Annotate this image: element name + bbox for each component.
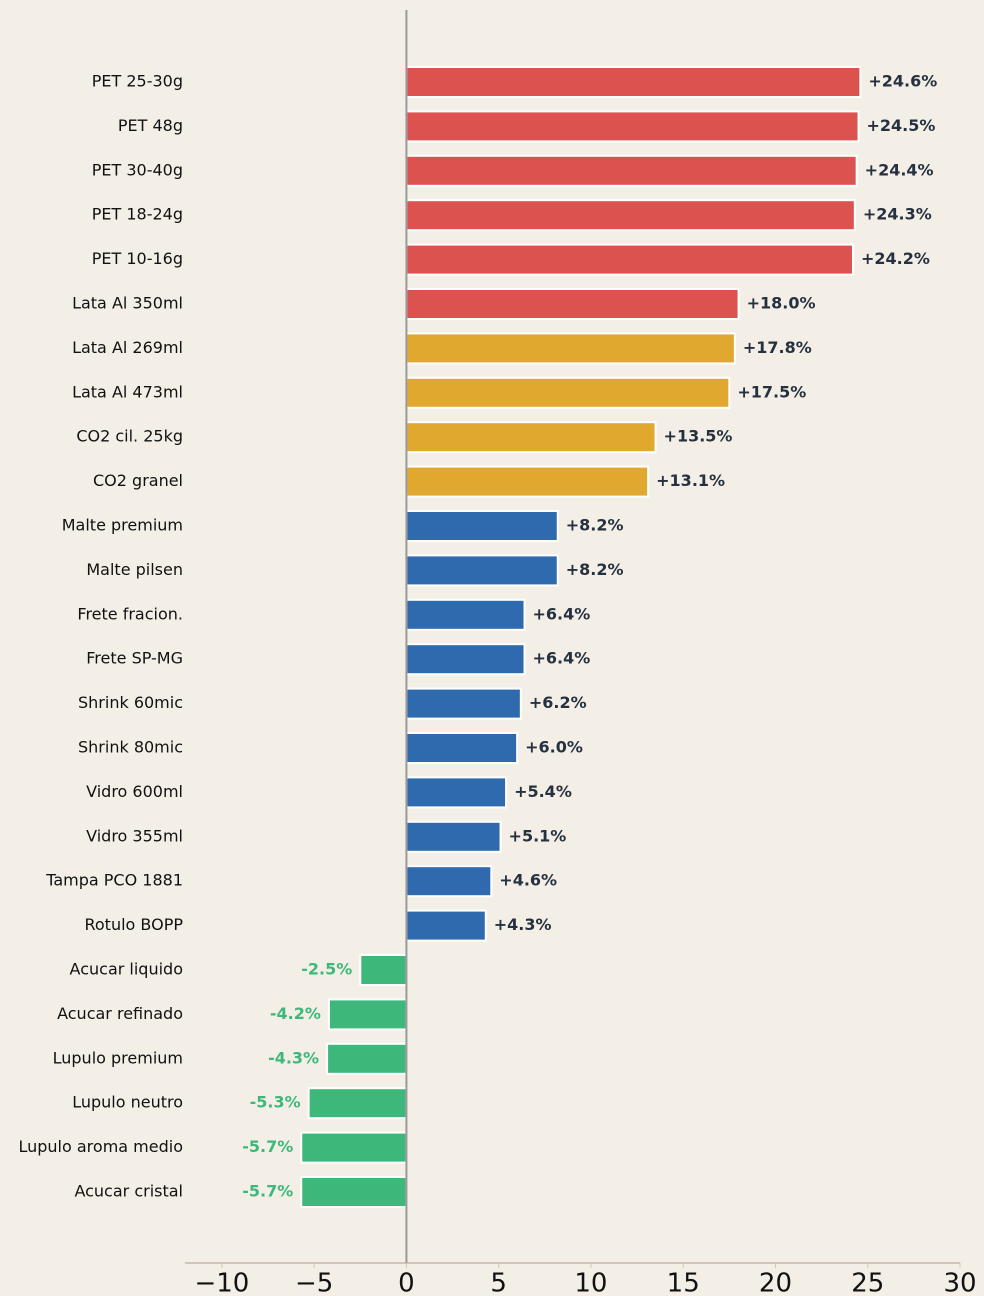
value-label: +6.4% bbox=[533, 649, 591, 668]
value-label: -5.3% bbox=[250, 1093, 301, 1112]
y-tick-label: PET 10-16g bbox=[92, 249, 183, 268]
y-tick-label: Vidro 355ml bbox=[86, 826, 183, 845]
y-tick-label: Shrink 60mic bbox=[78, 693, 183, 712]
bar bbox=[300, 1176, 408, 1208]
value-label: +8.2% bbox=[566, 516, 624, 535]
value-label: +8.2% bbox=[566, 560, 624, 579]
bar bbox=[405, 732, 519, 764]
y-tick-label: CO2 granel bbox=[93, 471, 183, 490]
value-label: -4.3% bbox=[268, 1048, 319, 1067]
x-tick-label: 0 bbox=[398, 1269, 415, 1296]
x-tick-label: 30 bbox=[943, 1269, 976, 1296]
y-tick-label: Malte pilsen bbox=[86, 560, 183, 579]
value-label: -5.7% bbox=[242, 1182, 293, 1201]
bar bbox=[405, 465, 650, 498]
y-tick-label: PET 25-30g bbox=[92, 72, 183, 91]
bar bbox=[405, 332, 736, 365]
y-tick-label: Tampa PCO 1881 bbox=[45, 871, 183, 890]
value-label: +6.4% bbox=[533, 604, 591, 623]
bar bbox=[405, 376, 731, 409]
y-tick-label: PET 48g bbox=[118, 116, 183, 135]
bar bbox=[405, 110, 860, 143]
value-label: +6.2% bbox=[529, 693, 587, 712]
bar bbox=[405, 510, 559, 542]
value-label: +18.0% bbox=[747, 294, 816, 313]
value-label: +24.3% bbox=[863, 205, 932, 224]
value-label: +17.5% bbox=[737, 382, 806, 401]
value-label: -2.5% bbox=[301, 960, 352, 979]
bar bbox=[326, 1042, 408, 1075]
bar bbox=[405, 154, 858, 187]
bar bbox=[405, 554, 559, 587]
y-tick-label: PET 30-40g bbox=[92, 160, 183, 179]
y-tick-label: Acucar cristal bbox=[74, 1182, 183, 1201]
value-label: +17.8% bbox=[743, 338, 812, 357]
value-label: +13.5% bbox=[664, 427, 733, 446]
y-tick-label: Lupulo premium bbox=[53, 1048, 183, 1067]
bar bbox=[300, 1131, 408, 1164]
y-tick-label: Lata Al 269ml bbox=[72, 338, 183, 357]
value-label: +5.4% bbox=[514, 782, 572, 801]
y-tick-label: CO2 cil. 25kg bbox=[76, 427, 183, 446]
y-tick-label: Malte premium bbox=[62, 516, 183, 535]
bar bbox=[405, 776, 508, 809]
y-tick-label: Vidro 600ml bbox=[86, 782, 183, 801]
bar bbox=[405, 643, 526, 676]
bar bbox=[405, 687, 522, 720]
value-label: +6.0% bbox=[525, 738, 583, 757]
x-tick-label: 5 bbox=[490, 1269, 507, 1296]
bar bbox=[405, 199, 856, 232]
x-tick-label: 25 bbox=[851, 1269, 884, 1296]
value-label: -4.2% bbox=[270, 1004, 321, 1023]
bar bbox=[405, 66, 862, 98]
y-tick-label: PET 18-24g bbox=[92, 205, 183, 224]
bar bbox=[327, 998, 408, 1031]
bar bbox=[405, 820, 502, 853]
y-tick-label: Acucar liquido bbox=[70, 960, 183, 979]
x-tick-label: 20 bbox=[759, 1269, 792, 1296]
x-tick-label: −10 bbox=[194, 1269, 249, 1296]
bar bbox=[307, 1087, 408, 1120]
y-tick-label: Frete SP-MG bbox=[86, 649, 183, 668]
y-tick-label: Rotulo BOPP bbox=[84, 915, 183, 934]
value-label: +24.2% bbox=[861, 249, 930, 268]
value-label: -5.7% bbox=[242, 1137, 293, 1156]
bar bbox=[359, 954, 408, 986]
x-tick-label: −5 bbox=[295, 1269, 333, 1296]
y-tick-label: Lupulo aroma medio bbox=[18, 1137, 183, 1156]
value-label: +4.3% bbox=[494, 915, 552, 934]
value-label: +24.6% bbox=[868, 72, 937, 91]
x-tick-label: 15 bbox=[667, 1269, 700, 1296]
y-tick-label: Frete fracion. bbox=[77, 604, 183, 623]
y-tick-label: Acucar refinado bbox=[57, 1004, 183, 1023]
y-tick-label: Shrink 80mic bbox=[78, 738, 183, 757]
value-label: +24.5% bbox=[867, 116, 936, 135]
y-tick-label: Lupulo neutro bbox=[72, 1093, 183, 1112]
value-label: +24.4% bbox=[865, 160, 934, 179]
bar bbox=[405, 421, 657, 454]
y-tick-label: Lata Al 350ml bbox=[72, 294, 183, 313]
value-label: +4.6% bbox=[499, 871, 557, 890]
bar bbox=[405, 243, 854, 276]
bar bbox=[405, 598, 526, 631]
bar bbox=[405, 909, 487, 942]
bar bbox=[405, 865, 493, 898]
y-tick-label: Lata Al 473ml bbox=[72, 382, 183, 401]
value-label: +5.1% bbox=[509, 826, 567, 845]
bar bbox=[405, 288, 740, 320]
x-tick-label: 10 bbox=[574, 1269, 607, 1296]
value-label: +13.1% bbox=[656, 471, 725, 490]
